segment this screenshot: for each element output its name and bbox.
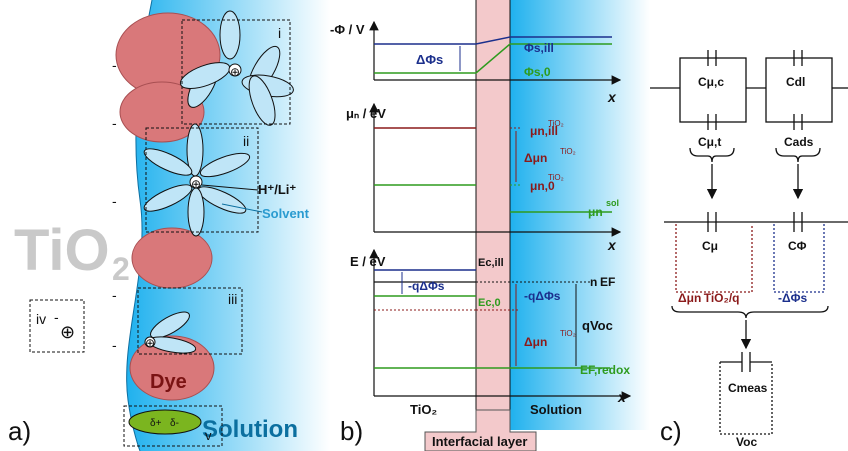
plus-charge: ⊕ xyxy=(145,336,155,350)
panel-c xyxy=(650,50,848,435)
dye-molecule xyxy=(131,227,213,289)
delta-phi-label: ΔΦs xyxy=(416,52,443,67)
plus-charge: ⊕ xyxy=(191,177,201,191)
tio2-subscript: 2 xyxy=(112,251,130,287)
minus-charge: - xyxy=(112,115,117,131)
brace xyxy=(671,305,829,319)
parallel-block-mu xyxy=(679,57,747,123)
delta-mu-label: Δμn xyxy=(524,151,547,165)
mu-ill-sup: TiO₂ xyxy=(548,119,564,128)
energy-axis-label: E / eV xyxy=(350,254,386,269)
delta-mu-bottom-sup: TiO₂ xyxy=(560,329,576,338)
region-label-i: i xyxy=(278,25,281,41)
ef-redox-label: EF,redox xyxy=(580,363,630,377)
solvent-dipole-v xyxy=(128,409,202,435)
c-dl-label: Cdl xyxy=(786,75,805,89)
ec-0-label: Ec,0 xyxy=(478,297,501,309)
qvoc-label: qVoc xyxy=(582,318,613,333)
voltage-box-meas xyxy=(719,362,773,435)
c-meas-label: Cmeas xyxy=(728,381,768,395)
phi-ill-label: Φs,ill xyxy=(524,41,554,55)
plus-charge: ⊕ xyxy=(230,65,240,79)
region-box-v xyxy=(123,405,223,447)
solution-side xyxy=(510,0,650,430)
region-box-iii xyxy=(137,287,243,355)
q-delta-phi-label-2: -qΔΦs xyxy=(524,289,561,303)
solvent-cluster-i xyxy=(179,10,294,126)
solvent-cluster-ii xyxy=(143,123,251,237)
panel-b: Interfacial layer b) -Φ / V x ΔΦs Φs,ill… xyxy=(330,0,650,451)
c-phi-label: CΦ xyxy=(788,239,807,253)
interfacial-layer-box xyxy=(424,409,537,451)
c-mu-t-label: Cμ,t xyxy=(698,135,721,149)
parallel-block-dl xyxy=(765,57,833,123)
ec-ill-label: Ec,ill xyxy=(478,257,504,269)
phi-axis-label: -Φ / V xyxy=(330,22,365,37)
delta-mu-bottom-label: Δμn xyxy=(524,335,547,349)
minus-charge: - xyxy=(112,57,117,73)
solution-label: Solution xyxy=(202,416,298,443)
panel-c-label: c) xyxy=(660,416,682,446)
mu-0-sup: TiO₂ xyxy=(548,173,564,182)
mu-ill-label: μn,ill xyxy=(530,124,558,138)
brace xyxy=(689,147,735,163)
q-delta-phi-label: -qΔΦs xyxy=(408,279,445,293)
voc-label: Voc xyxy=(736,435,757,449)
voltage-box-phi xyxy=(773,224,825,293)
region-label-ii: ii xyxy=(243,133,249,149)
dye-molecule xyxy=(119,81,205,143)
region-label-iv: iv xyxy=(36,311,46,327)
interfacial-layer-band xyxy=(476,0,510,430)
region-label-iii: iii xyxy=(228,291,237,307)
mu-axis-label: μₙ / eV xyxy=(346,106,386,121)
delta-minus: δ- xyxy=(170,418,179,429)
mu-0-label: μn,0 xyxy=(530,179,555,193)
brace xyxy=(775,147,821,163)
c-mu-label: Cμ xyxy=(702,239,718,253)
delta-mu-q-label: Δμn TiO₂/q xyxy=(678,291,739,305)
panel-c-labels: Cμ,c Cdl Cμ,t Cads Cμ CΦ Δμn TiO₂/q -ΔΦs… xyxy=(660,75,814,449)
panel-a: TiO 2 Solution a) Dye xyxy=(8,0,330,451)
solvent-cluster-iii xyxy=(144,311,197,354)
minus-charge: - xyxy=(112,193,117,209)
mu-sol-sup: sol xyxy=(606,198,619,208)
region-box-ii xyxy=(145,127,259,233)
plus-charge: ⊕ xyxy=(60,322,75,342)
minus-charge: - xyxy=(112,337,117,353)
solvent-pointer xyxy=(221,203,263,213)
solution-side-label: Solution xyxy=(530,402,582,417)
minus-charge: - xyxy=(112,287,117,303)
x-axis-label: x xyxy=(607,89,617,105)
x-axis-label: x xyxy=(617,389,627,405)
phi-0-line xyxy=(374,43,612,74)
interfacial-layer-label: Interfacial layer xyxy=(432,434,527,449)
mu-sol-label: μn xyxy=(588,205,603,219)
tio2-label: TiO xyxy=(14,218,110,283)
ion-pointer xyxy=(201,184,259,191)
delta-mu-sup: TiO₂ xyxy=(560,147,576,156)
dye-label: Dye xyxy=(150,371,187,393)
ion-label: H⁺/Li⁺ xyxy=(258,182,296,197)
minus-charge: - xyxy=(54,309,59,325)
ef-n-label: n xyxy=(590,275,597,289)
c-mu-c-label: Cμ,c xyxy=(698,75,724,89)
panel-b-label: b) xyxy=(340,416,363,446)
phi-ill-line xyxy=(374,36,612,45)
region-box-i xyxy=(181,19,291,125)
panel-a-label: a) xyxy=(8,416,31,446)
region-label-v: v xyxy=(205,428,212,443)
region-box-iv xyxy=(29,299,85,353)
phi-0-label: Φs,0 xyxy=(524,65,551,79)
c-ads-label: Cads xyxy=(784,135,814,149)
voltage-box-mu xyxy=(675,224,753,293)
ef-label: EF xyxy=(600,275,615,289)
x-axis-label: x xyxy=(607,237,617,253)
tio2-side-label: TiO₂ xyxy=(410,402,437,417)
delta-plus: δ+ xyxy=(150,418,162,429)
solvent-label: Solvent xyxy=(262,206,310,221)
minus-delta-phi-label: -ΔΦs xyxy=(778,291,807,305)
